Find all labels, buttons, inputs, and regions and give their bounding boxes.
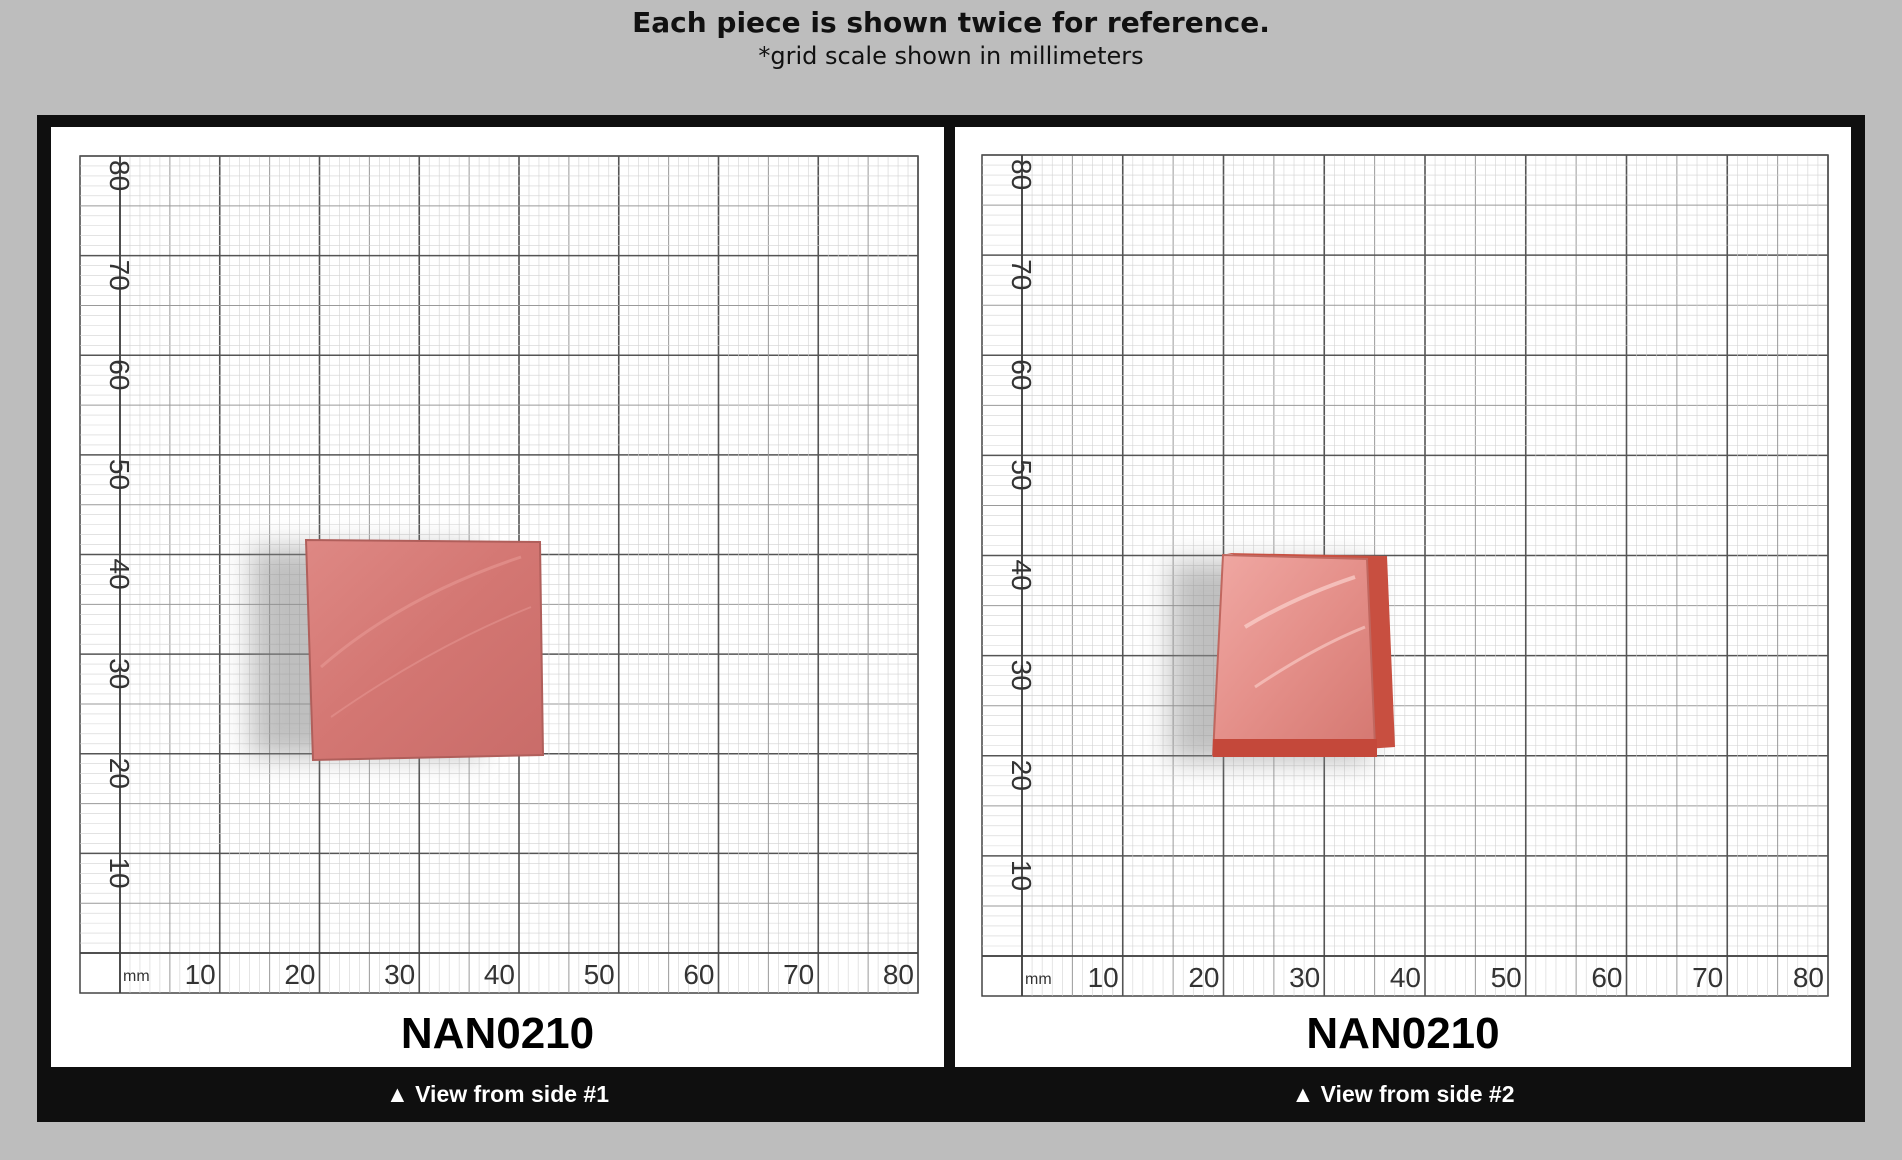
- stone-striation: [1243, 575, 1356, 629]
- grid-paper-photo-side-2: mm 10 20 30 40 50 60 70 80 10 20 30 40 50 60 70 80: [981, 154, 1829, 997]
- specimen-label: NAN0210: [1306, 1009, 1500, 1058]
- stone-specimen-side-1: [251, 538, 545, 762]
- x-tick-label: 50: [584, 959, 615, 990]
- y-tick-label: 20: [104, 758, 135, 789]
- stone-edge: [1213, 739, 1377, 757]
- view-caption-side-2: ▲ View from side #2: [1291, 1081, 1515, 1107]
- specimen-label: NAN0210: [400, 1009, 595, 1058]
- view-caption-side-1: ▲ View from side #1: [385, 1081, 610, 1107]
- y-tick-label: 40: [1006, 560, 1037, 591]
- y-tick-label: 40: [104, 559, 135, 590]
- stone-striation: [330, 606, 532, 718]
- x-tick-label: 80: [883, 959, 914, 990]
- stone-body: [304, 538, 545, 762]
- stone-striation: [320, 555, 522, 669]
- y-tick-label: 20: [1006, 760, 1037, 791]
- x-tick-label: 70: [1692, 962, 1723, 993]
- x-tick-label: 40: [484, 959, 515, 990]
- x-tick-label: 60: [1591, 962, 1622, 993]
- x-tick-label: 70: [783, 959, 814, 990]
- y-tick-label: 10: [104, 857, 135, 888]
- y-tick-label: 10: [1006, 860, 1037, 891]
- y-tick-label: 50: [1006, 459, 1037, 490]
- y-tick-label: 80: [1006, 159, 1037, 190]
- grid-paper-photo-side-1: mm 10 20 30 40 50 60 70 80 10 20 30 40 50 60 70 80: [79, 155, 919, 994]
- y-tick-label: 70: [1006, 259, 1037, 290]
- page-title: Each piece is shown twice for reference.: [632, 6, 1270, 39]
- y-tick-label: 30: [104, 658, 135, 689]
- x-tick-label: 40: [1390, 962, 1421, 993]
- unit-label: mm: [1025, 971, 1052, 988]
- x-tick-label: 30: [384, 959, 415, 990]
- view-panel-side-2: mm 10 20 30 40 50 60 70 80 10 20 30 40 50 60 70 80 NAN0…: [955, 127, 1851, 1067]
- x-tick-label: 30: [1289, 962, 1320, 993]
- photo-frame: mm 10 20 30 40 50 60 70 80 10 20 30 40 50 60 70 80 NAN0…: [37, 115, 1865, 1122]
- stone-body: [1211, 553, 1377, 757]
- x-tick-label: 60: [683, 959, 714, 990]
- x-tick-label: 10: [185, 959, 216, 990]
- page-subtitle: *grid scale shown in millimeters: [758, 42, 1144, 70]
- x-tick-label: 80: [1793, 962, 1824, 993]
- x-tick-label: 50: [1491, 962, 1522, 993]
- view-panel-side-1: mm 10 20 30 40 50 60 70 80 10 20 30 40 50 60 70 80 NAN0…: [51, 127, 944, 1067]
- y-tick-label: 60: [1006, 359, 1037, 390]
- x-tick-label: 20: [284, 959, 315, 990]
- x-tick-label: 20: [1188, 962, 1219, 993]
- stone-striation: [1254, 625, 1366, 689]
- x-tick-label: 10: [1088, 962, 1119, 993]
- y-tick-label: 30: [1006, 660, 1037, 691]
- y-tick-label: 50: [104, 459, 135, 490]
- y-tick-label: 60: [104, 359, 135, 390]
- y-tick-label: 80: [104, 160, 135, 191]
- y-tick-label: 70: [104, 260, 135, 291]
- unit-label: mm: [123, 968, 150, 985]
- stone-specimen-side-2: [1170, 553, 1395, 762]
